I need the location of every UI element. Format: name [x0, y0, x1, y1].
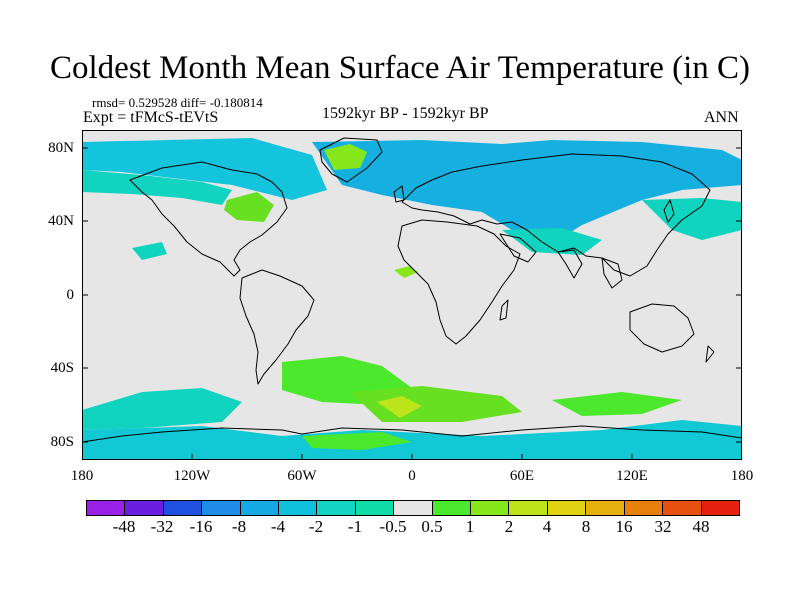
lon-label-60e: 60E	[509, 468, 535, 484]
colorbar-label: -48	[112, 517, 136, 536]
arabia-outline	[499, 233, 537, 263]
lon-label-0: 0	[408, 468, 416, 484]
colorbar-label: -32	[150, 517, 174, 536]
colorbar-label: 8	[581, 517, 591, 536]
colorbar	[86, 500, 740, 516]
lon-label-120e: 120E	[616, 468, 648, 484]
colorbar-bin	[240, 501, 280, 515]
colorbar-bin	[87, 501, 126, 515]
eurasia-outline	[401, 153, 711, 277]
temperature-map	[82, 130, 742, 460]
australia-outline	[629, 303, 695, 353]
new-zealand-outline	[705, 345, 715, 363]
colorbar-label: -16	[189, 517, 213, 536]
lon-label-180e: 180	[730, 468, 754, 484]
africa-outline	[397, 219, 521, 345]
colorbar-label: -8	[231, 517, 247, 536]
india-outline	[557, 249, 583, 279]
lat-label-80n: 80N	[48, 140, 74, 156]
colorbar-bin	[701, 501, 739, 515]
lon-label-180w: 180	[70, 468, 94, 484]
colorbar-label: -1	[347, 517, 363, 536]
colorbar-label: -2	[308, 517, 324, 536]
season-label: ANN	[704, 109, 739, 126]
colorbar-bin	[279, 501, 318, 515]
uk-outline	[393, 185, 405, 203]
colorbar-bin	[394, 501, 433, 515]
colorbar-bin	[624, 501, 664, 515]
antarctica-outline	[82, 425, 742, 443]
lat-label-eq: 0	[66, 287, 75, 303]
map-title: Coldest Month Mean Surface Air Temperatu…	[50, 50, 750, 86]
experiment-label: Expt = tFMcS-tEVtS	[83, 109, 219, 126]
colorbar-bin	[163, 501, 203, 515]
colorbar-bin	[586, 501, 625, 515]
period-label: 1592kyr BP - 1592kyr BP	[322, 105, 489, 122]
colorbar-bin	[125, 501, 164, 515]
cool-anomaly-regions	[82, 138, 742, 460]
colorbar-label: 0.5	[421, 517, 443, 536]
colorbar-bin	[663, 501, 702, 515]
north-america-outline	[129, 161, 288, 277]
lat-label-80s: 80S	[50, 434, 74, 450]
lat-label-40s: 40S	[50, 360, 74, 376]
colorbar-label: 2	[504, 517, 514, 536]
colorbar-bin	[202, 501, 241, 515]
colorbar-label: 16	[615, 517, 633, 536]
colorbar-label: -0.5	[379, 517, 407, 536]
colorbar-bin	[471, 501, 510, 515]
colorbar-bin	[509, 501, 548, 515]
colorbar-label: 48	[692, 517, 710, 536]
south-america-outline	[239, 269, 315, 385]
map-ticks	[82, 147, 742, 460]
lon-label-120w: 120W	[173, 468, 211, 484]
southeast-asia-outline	[601, 257, 623, 289]
stats-text: rmsd= 0.529528 diff= -0.180814	[92, 95, 263, 110]
colorbar-bin	[317, 501, 356, 515]
japan-outline	[663, 199, 675, 223]
colorbar-label: -4	[270, 517, 286, 536]
madagascar-outline	[499, 299, 509, 321]
colorbar-bin	[547, 501, 587, 515]
colorbar-bin	[355, 501, 395, 515]
colorbar-label: 4	[542, 517, 552, 536]
coastlines	[82, 137, 742, 443]
warm-anomaly-regions	[224, 144, 682, 450]
colorbar-label: 32	[654, 517, 672, 536]
colorbar-bin	[432, 501, 472, 515]
greenland-outline	[319, 137, 383, 183]
lat-label-40n: 40N	[48, 213, 74, 229]
colorbar-label: 1	[465, 517, 475, 536]
lon-label-60w: 60W	[287, 468, 317, 484]
